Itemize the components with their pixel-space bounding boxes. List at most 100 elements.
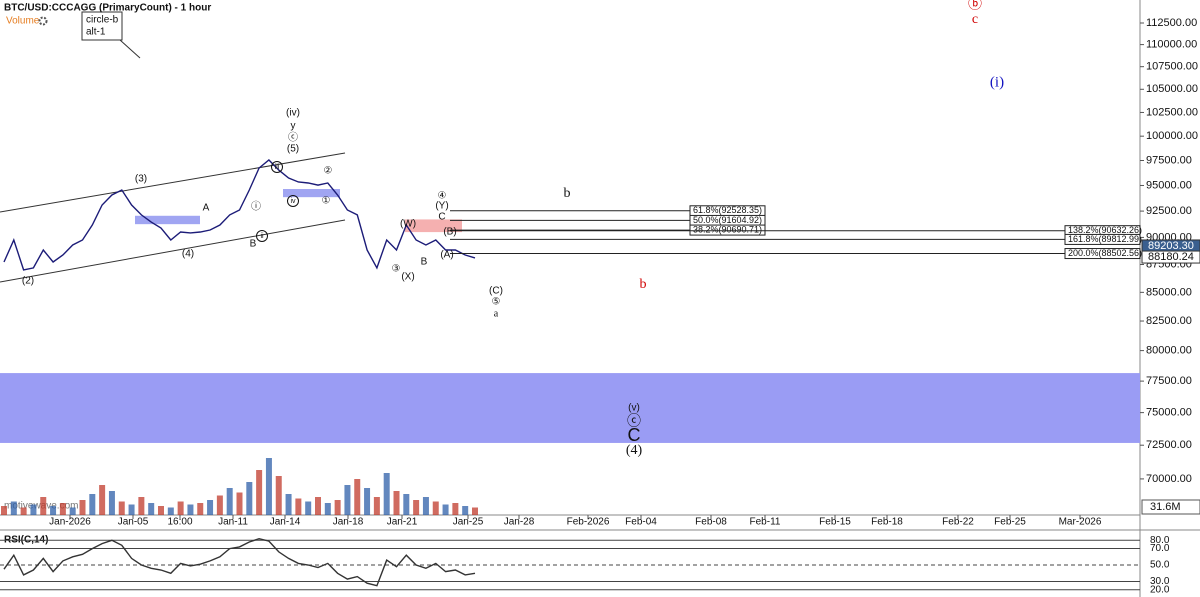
rsi-tick-label: 80.0 (1150, 535, 1170, 546)
wave-label: a (494, 308, 499, 319)
wave-label: (i) (990, 74, 1004, 90)
x-tick-label: Jan-25 (453, 517, 484, 528)
legend-text: alt-1 (86, 27, 106, 38)
volume-bar (108, 491, 115, 515)
wave-label: (v) (628, 403, 640, 414)
wave-circle (271, 161, 283, 173)
volume-bar (472, 507, 478, 515)
wave-label: B (250, 239, 257, 250)
legend-box (81, 11, 123, 41)
y-tick-label: 112500.00 (1146, 17, 1197, 29)
fib-label: 138.2%(90632.26) (1068, 225, 1142, 235)
x-tick-label: Feb-11 (750, 517, 781, 528)
volume-bar (187, 504, 194, 515)
volume-bar (432, 501, 439, 515)
x-tick-label: Feb-25 (994, 517, 1026, 528)
x-tick-label: Jan-11 (218, 517, 248, 528)
rsi-tick-label: 30.0 (1150, 576, 1170, 587)
chart-title: BTC/USD:CCCAGG (PrimaryCount) - 1 hour (4, 3, 211, 14)
volume-bar (393, 491, 400, 515)
x-tick-label: Feb-18 (871, 517, 903, 528)
x-tick-label: 16:00 (167, 517, 192, 528)
wave-label: (2) (22, 276, 34, 287)
volume-bar (442, 504, 449, 515)
wave-label: (X) (401, 272, 414, 283)
wave-label: B (421, 257, 428, 268)
volume-bar (334, 500, 341, 515)
wave-circle (256, 230, 268, 242)
y-tick-label: 85000.00 (1146, 286, 1192, 298)
x-tick-label: Mar-2026 (1059, 517, 1102, 528)
rsi-tick-label: 50.0 (1150, 560, 1170, 571)
wave-label: iv (290, 198, 296, 205)
x-tick-label: Feb-04 (625, 517, 657, 528)
y-tick-label: 110000.00 (1146, 38, 1197, 50)
volume-bar (216, 495, 223, 515)
wave-label: ⓑ (968, 0, 982, 12)
rsi-line (3, 537, 476, 587)
wave-label: C (438, 212, 445, 223)
wave-label: A (203, 203, 210, 214)
y-tick-label: 80000.00 (1146, 345, 1192, 357)
volume-bar (324, 503, 331, 515)
wave-label: (3) (135, 174, 147, 185)
volume-bar (383, 473, 390, 515)
volume-bar (344, 485, 351, 515)
volume-bar (236, 492, 243, 515)
zone (135, 215, 200, 225)
fib-label-box (1064, 248, 1141, 260)
zone (283, 189, 340, 198)
wave-label: (C) (489, 286, 503, 297)
volume-bar (30, 504, 37, 515)
volume-bar (403, 494, 410, 515)
volume-bar (148, 503, 155, 515)
volume-bar (315, 497, 321, 515)
price-badge-bg (1141, 250, 1200, 264)
zone (0, 373, 1140, 443)
x-tick-label: Jan-28 (504, 517, 535, 528)
fib-label-box (689, 224, 766, 236)
x-tick-label: Jan-14 (270, 517, 301, 528)
volume-bar (265, 458, 272, 515)
volume-bar (305, 501, 312, 515)
y-tick-label: 75000.00 (1146, 407, 1192, 419)
volume-bar (10, 501, 17, 515)
volume-bar (167, 507, 174, 515)
y-tick-label: 102500.00 (1146, 106, 1198, 118)
volume-bar (177, 501, 184, 515)
y-tick-label: 97500.00 (1146, 154, 1192, 166)
wave-label: C (628, 425, 641, 445)
volume-bar (452, 503, 459, 515)
volume-bar (275, 476, 282, 515)
volume-bar (138, 497, 145, 515)
y-tick-label: 77500.00 (1146, 375, 1192, 387)
x-tick-label: Feb-22 (942, 517, 974, 528)
y-tick-label: 72500.00 (1146, 439, 1192, 451)
wave-label: ⓒ (288, 132, 298, 144)
x-tick-label: Jan-18 (333, 517, 364, 528)
wave-label: ① (322, 196, 331, 207)
wave-label: ⓒ (627, 413, 641, 429)
price-line (3, 159, 476, 271)
rsi-tick-label: 70.0 (1150, 543, 1170, 554)
x-tick-label: Jan-05 (118, 517, 149, 528)
volume-bar (197, 503, 204, 515)
fib-label: 61.8%(92528.35) (693, 205, 762, 215)
y-tick-label: 100000.00 (1146, 130, 1198, 142)
wave-label: iii (275, 164, 280, 171)
x-tick-label: Jan-21 (387, 517, 418, 528)
y-tick-label: 70000.00 (1146, 473, 1192, 485)
wave-label: (4) (182, 249, 194, 260)
zone (405, 219, 462, 233)
y-tick-label: 105000.00 (1146, 83, 1198, 95)
wave-label: ④ (438, 191, 447, 202)
y-tick-label: 82500.00 (1146, 315, 1192, 327)
wave-label: b (564, 186, 571, 201)
wave-label: (A) (440, 250, 453, 261)
connector-line (119, 39, 141, 59)
settings-icon[interactable] (38, 16, 48, 26)
wave-label: (W) (400, 219, 416, 230)
wave-label: ② (324, 166, 333, 177)
